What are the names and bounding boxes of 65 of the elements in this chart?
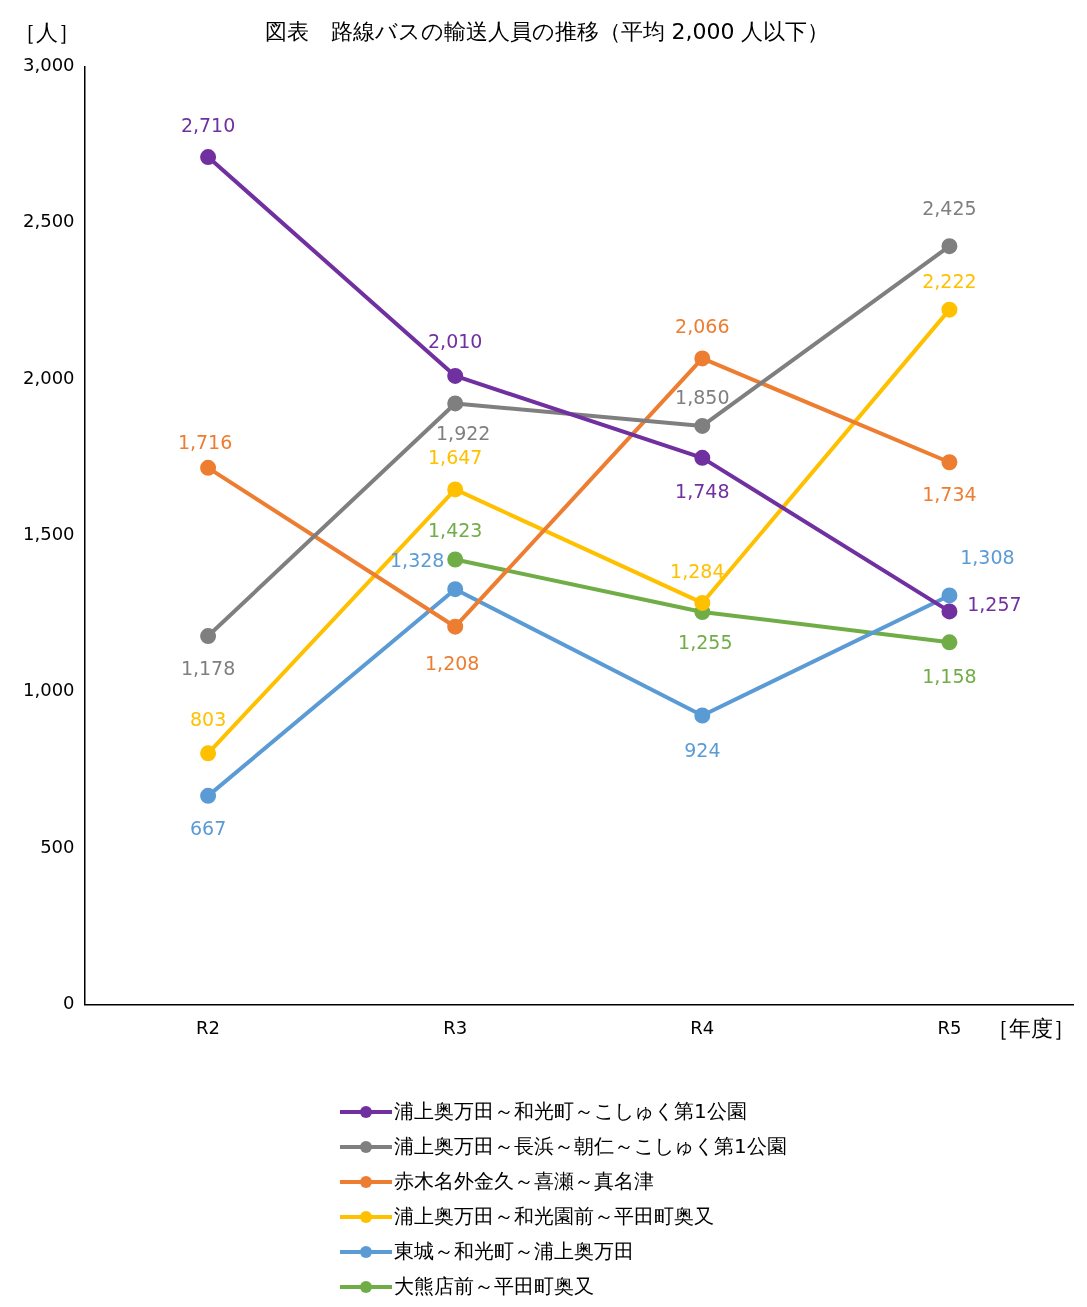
point <box>447 367 464 384</box>
x-tick-label: R2 <box>196 1016 221 1038</box>
point <box>694 417 711 434</box>
point <box>694 449 711 466</box>
point <box>200 459 217 476</box>
point <box>941 454 958 471</box>
point <box>200 787 217 804</box>
legend-label: 浦上奥万田～長浜～朝仁～こしゅく第1公園 <box>394 1133 787 1160</box>
data-label: 1,328 <box>390 549 445 572</box>
y-tick-label: 3,000 <box>23 54 75 76</box>
data-label: 1,257 <box>967 593 1022 616</box>
data-label: 1,158 <box>922 665 977 688</box>
y-tick-label: 1,000 <box>23 679 75 701</box>
legend-label: 浦上奥万田～和光町～こしゅく第1公園 <box>394 1098 747 1125</box>
point <box>941 587 958 604</box>
data-label: 1,178 <box>180 657 236 680</box>
data-label: 1,255 <box>678 630 733 653</box>
point <box>941 238 958 255</box>
point <box>447 618 464 635</box>
x-tick-label: R5 <box>937 1016 962 1038</box>
data-label: 667 <box>189 816 227 839</box>
x-tick-label: R4 <box>690 1016 715 1038</box>
point <box>200 628 217 645</box>
y-tick-label: 2,500 <box>23 210 75 232</box>
y-tick-label: 1,500 <box>23 523 75 545</box>
legend-label: 東城～和光町～浦上奥万田 <box>394 1238 634 1265</box>
data-label: 1,423 <box>428 519 483 542</box>
point <box>694 594 711 611</box>
data-label: 2,010 <box>428 329 483 352</box>
data-label: 1,647 <box>428 446 483 469</box>
data-label: 2,710 <box>180 114 236 137</box>
point <box>447 581 464 598</box>
chart-title: 図表 路線バスの輸送人員の推移（平均 2,000 人以下） <box>264 18 830 44</box>
y-tick-label: 2,000 <box>23 366 75 388</box>
x-axis-title: ［年度］ <box>987 1016 1075 1042</box>
y-axis-title: ［人］ <box>14 19 80 45</box>
data-label: 2,222 <box>922 269 977 292</box>
point <box>941 301 958 318</box>
point <box>941 634 958 651</box>
data-label: 924 <box>684 739 721 762</box>
point <box>694 350 711 367</box>
data-label: 803 <box>189 708 227 731</box>
y-tick-label: 0 <box>63 992 75 1014</box>
data-label: 1,716 <box>177 430 233 453</box>
data-label: 1,922 <box>436 422 491 445</box>
y-tick-label: 500 <box>40 835 75 857</box>
point <box>200 149 217 166</box>
point <box>447 481 464 498</box>
data-label: 1,850 <box>675 385 730 408</box>
legend-label: 赤木名外金久～喜瀬～真名津 <box>394 1168 654 1195</box>
x-tick-label: R3 <box>443 1016 468 1038</box>
point <box>447 395 464 412</box>
point <box>447 551 464 568</box>
data-label: 1,308 <box>960 546 1015 569</box>
legend-label: 浦上奥万田～和光園前～平田町奥又 <box>394 1203 714 1230</box>
data-label: 1,748 <box>675 479 730 502</box>
point <box>200 745 217 762</box>
data-label: 1,284 <box>670 559 725 582</box>
data-label: 1,734 <box>922 483 977 506</box>
point <box>941 603 958 620</box>
data-label: 2,425 <box>922 197 977 220</box>
data-label: 2,066 <box>675 315 730 338</box>
data-label: 1,208 <box>425 651 480 674</box>
legend-label: 大熊店前～平田町奥又 <box>394 1273 594 1300</box>
point <box>694 707 711 724</box>
